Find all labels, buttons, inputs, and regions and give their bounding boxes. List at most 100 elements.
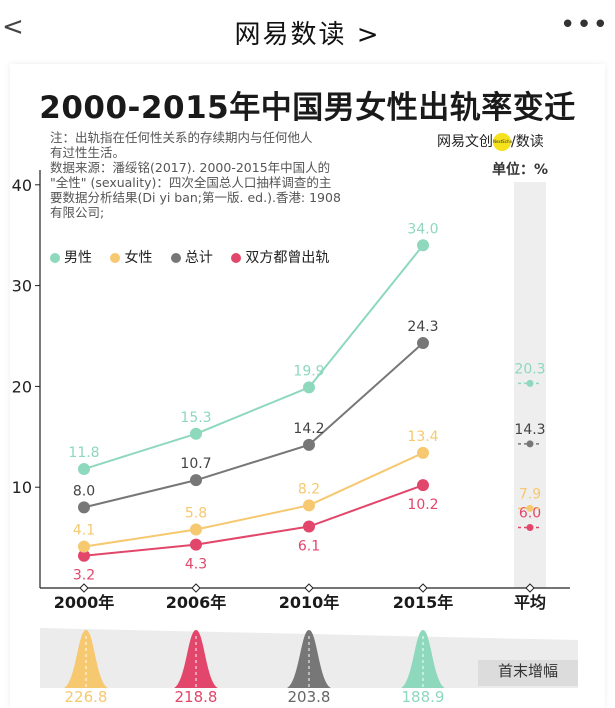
growth-peak-both — [174, 630, 218, 688]
growth-peak-male — [401, 630, 445, 688]
data-point-both — [303, 520, 315, 533]
data-point-both — [417, 479, 429, 492]
data-label-female: 4.1 — [73, 523, 95, 539]
x-tick-diamond — [418, 583, 428, 593]
growth-peak-total — [287, 630, 331, 688]
note-line: 注：出轨指在任何性关系的存续期内与任何他人 — [50, 130, 313, 145]
data-point-female — [78, 540, 90, 553]
average-label-male: 20.3 — [514, 361, 545, 377]
brand-left: 网易文创 — [437, 134, 493, 150]
legend-label-total: 总计 — [184, 250, 213, 266]
data-label-male: 19.9 — [293, 363, 324, 379]
source-note: 注：出轨指在任何性关系的存续期内与任何他人 有过性生活。 数据来源：潘绥铭(20… — [50, 130, 380, 220]
data-label-female: 5.8 — [185, 506, 207, 522]
legend-swatch-female — [110, 253, 121, 263]
back-button[interactable]: < — [2, 12, 24, 42]
x-tick-label: 2006年 — [166, 593, 227, 612]
more-menu-button[interactable]: ••• — [559, 10, 609, 40]
data-point-both — [78, 549, 90, 562]
x-tick-diamond — [304, 583, 314, 593]
data-point-male — [417, 239, 429, 252]
growth-title: 首末增幅 — [497, 662, 558, 680]
y-tick-label: 40 — [12, 176, 32, 195]
legend-item-female: 女性 — [110, 247, 152, 267]
data-point-total — [303, 438, 315, 451]
data-label-female: 8.2 — [298, 481, 320, 497]
x-tick-label-average: 平均 — [514, 593, 546, 612]
legend: 男性 女性 总计 双方都曾出轨 — [50, 247, 343, 267]
top-bar: < 网易数读 > ••• — [0, 0, 615, 60]
x-tick-label: 2010年 — [279, 593, 340, 612]
legend-label-male: 男性 — [64, 250, 92, 266]
brand-right: /数读 — [511, 134, 544, 150]
note-line: "全性" (sexuality)：四次全国总人口抽样调查的主 — [50, 175, 332, 190]
data-point-male — [190, 427, 202, 440]
note-line: 有过性生活。 — [50, 145, 126, 160]
brand-dot-icon: NextEcho — [493, 133, 512, 151]
data-label-total: 10.7 — [180, 456, 211, 472]
growth-value-total: 203.8 — [288, 688, 331, 706]
x-tick-diamond — [79, 583, 89, 593]
brand-logo: 网易文创NextEcho/数读 — [437, 131, 544, 151]
series-line-male — [83, 244, 424, 471]
data-point-both — [190, 538, 202, 551]
data-label-both: 10.2 — [407, 497, 438, 513]
average-point-male — [526, 379, 534, 387]
growth-value-male: 188.9 — [402, 688, 445, 706]
data-label-female: 13.4 — [407, 429, 438, 445]
data-label-both: 3.2 — [73, 568, 95, 584]
data-label-both: 4.3 — [185, 557, 207, 573]
y-tick-label: 10 — [12, 478, 32, 497]
legend-swatch-male — [50, 253, 60, 263]
legend-item-both: 双方都曾出轨 — [231, 247, 329, 267]
growth-peak-female — [64, 630, 108, 688]
data-label-male: 34.0 — [407, 221, 438, 237]
data-label-total: 24.3 — [407, 319, 438, 335]
data-point-male — [78, 463, 90, 476]
growth-value-both: 218.8 — [175, 688, 218, 706]
average-label-female: 7.9 — [519, 486, 541, 502]
average-label-both: 6.0 — [519, 506, 541, 522]
note-line: 数据来源：潘绥铭(2017). 2000-2015年中国人的 — [50, 160, 331, 175]
legend-swatch-total — [170, 253, 181, 263]
legend-label-female: 女性 — [124, 250, 153, 266]
data-label-male: 11.8 — [68, 445, 99, 461]
average-point-total — [526, 440, 534, 448]
data-label-total: 14.2 — [293, 421, 324, 437]
series-line-total — [83, 342, 424, 509]
y-tick-label: 20 — [12, 377, 32, 396]
series-line-both — [83, 484, 424, 557]
average-point-both — [526, 524, 534, 532]
unit-label: 单位：% — [492, 162, 549, 178]
data-point-total — [417, 337, 429, 350]
average-label-total: 14.3 — [514, 422, 545, 438]
legend-label-both: 双方都曾出轨 — [245, 250, 330, 266]
data-label-both: 6.1 — [298, 539, 320, 555]
series-line-female — [83, 452, 424, 548]
data-point-total — [190, 474, 202, 487]
legend-swatch-both — [231, 253, 242, 263]
data-point-male — [303, 381, 315, 394]
data-point-female — [190, 523, 202, 536]
chart-title: 2000-2015年中国男女性出轨率变迁 — [39, 90, 576, 126]
average-point-female — [526, 504, 534, 512]
y-tick-label: 30 — [12, 277, 32, 296]
note-line: 要数据分析结果(Di yi ban;第一版. ed.).香港: 1908 — [50, 190, 341, 205]
legend-item-total: 总计 — [170, 247, 213, 267]
data-point-female — [417, 446, 429, 459]
data-point-total — [78, 501, 90, 514]
note-line: 有限公司; — [50, 205, 105, 220]
x-tick-label: 2000年 — [54, 593, 115, 612]
data-label-total: 8.0 — [73, 483, 95, 499]
growth-value-female: 226.8 — [65, 688, 108, 706]
x-tick-diamond-average — [525, 583, 535, 593]
x-tick-label: 2015年 — [393, 593, 454, 612]
growth-title-bg — [478, 660, 578, 686]
x-tick-diamond — [191, 583, 201, 593]
top-bar-title[interactable]: 网易数读 > — [234, 20, 381, 50]
legend-item-male: 男性 — [50, 247, 92, 267]
data-label-male: 15.3 — [180, 410, 211, 426]
data-point-female — [303, 499, 315, 512]
